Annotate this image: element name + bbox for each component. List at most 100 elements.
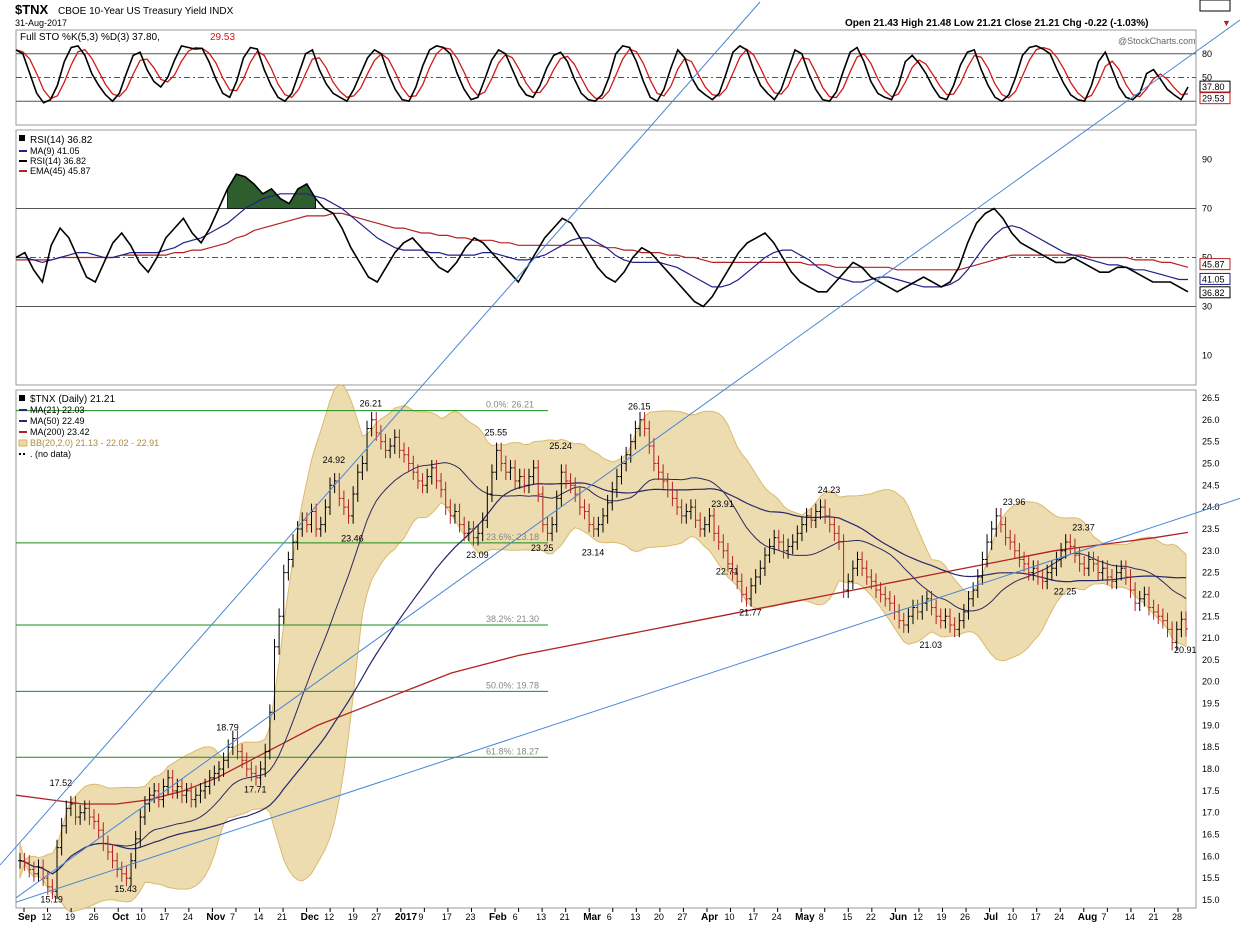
ma50-line [19, 482, 1186, 875]
x-tick-label: 7 [230, 912, 235, 922]
rsi-panel: 90 70 50 30 10 45.87 41.05 36.82 [15, 155, 1231, 361]
price-bar [355, 464, 360, 502]
x-tick-label: Jul [984, 912, 999, 923]
price-bar [216, 761, 221, 782]
price-bar [1063, 534, 1068, 559]
price-bar [985, 534, 990, 568]
x-tick-label: 19 [936, 912, 946, 922]
price-bar [27, 855, 32, 878]
price-bar [1179, 611, 1184, 638]
rsi-legend-rsi: RSI(14) 36.82 [30, 156, 86, 166]
price-bar [203, 778, 208, 799]
rsi-tick-label: 90 [1202, 155, 1212, 165]
price-annotation-label: 21.03 [920, 640, 943, 650]
stochastics-legend: Full STO %K(5,3) %D(3) 37.80, 29.53 [20, 32, 235, 43]
price-bar [735, 564, 740, 590]
price-bar [240, 743, 245, 769]
price-bar [1040, 569, 1045, 590]
price-annotation-label: 23.37 [1072, 523, 1095, 533]
price-bar [189, 783, 194, 808]
price-bar [934, 599, 939, 625]
price-bar [480, 512, 485, 542]
price-bar [212, 765, 217, 786]
price-legend-ma50: MA(50) 22.49 [30, 416, 85, 426]
price-bar [73, 796, 78, 825]
price-bar [184, 783, 189, 804]
price-bar [96, 813, 101, 839]
price-bar [855, 551, 860, 577]
price-bar [827, 508, 832, 533]
price-bar [1184, 611, 1188, 637]
price-tick-label: 19.5 [1202, 699, 1220, 709]
price-bar [55, 839, 60, 900]
price-bar [1049, 560, 1054, 581]
price-bar [943, 608, 948, 629]
price-bar [425, 468, 430, 494]
x-tick-label: 8 [819, 912, 824, 922]
x-tick-label: 13 [630, 912, 640, 922]
price-bar [429, 459, 434, 485]
price-bar [901, 612, 906, 633]
price-bar [605, 494, 610, 524]
price-bar [647, 420, 652, 454]
price-legend-ma21: MA(21) 22.03 [30, 405, 85, 415]
price-bar [314, 503, 319, 537]
x-tick-label: 12 [324, 912, 334, 922]
price-bar [610, 481, 615, 511]
price-bar [388, 438, 393, 459]
price-bar [244, 752, 249, 777]
price-bar [813, 503, 818, 529]
x-tick-label: 12 [42, 912, 52, 922]
price-bar [638, 411, 643, 437]
price-tick-label: 18.5 [1202, 742, 1220, 752]
price-bar [448, 499, 453, 524]
price-bar [1012, 534, 1017, 559]
x-tick-label: Oct [112, 912, 129, 923]
price-bar [152, 783, 157, 804]
price-bar [961, 604, 966, 629]
price-bar [823, 499, 828, 524]
price-legend: $TNX (Daily) 21.21 MA(21) 22.03 MA(50) 2… [18, 394, 159, 459]
price-annotation-label: 24.23 [818, 485, 841, 495]
rsi-value-tag-label: 41.05 [1202, 274, 1225, 284]
price-bar [799, 516, 804, 542]
price-bar [1022, 551, 1027, 572]
price-bar [841, 534, 846, 598]
price-bar [78, 804, 83, 825]
price-bar [1068, 534, 1073, 555]
price-bar [693, 499, 698, 529]
rsi-ema45-line [16, 212, 1189, 271]
price-bar [869, 569, 874, 590]
price-bar [101, 822, 106, 852]
x-tick-label: Aug [1078, 912, 1097, 923]
price-bar [531, 459, 536, 485]
price-bar [1054, 551, 1059, 577]
x-tick-label: 2017 [395, 912, 418, 923]
price-bar [124, 865, 129, 887]
price-bar [392, 429, 397, 454]
price-bar [739, 573, 744, 603]
price-bar [767, 538, 772, 564]
price-annotation-label: 15.19 [40, 895, 63, 905]
price-bar [119, 861, 124, 882]
price-bar [1008, 529, 1013, 550]
x-tick-label: 22 [866, 912, 876, 922]
price-bar [503, 455, 508, 481]
price-bar [193, 787, 198, 808]
price-bar [341, 490, 346, 515]
x-tick-label: Feb [489, 912, 507, 923]
price-tick-label: 26.0 [1202, 415, 1220, 425]
price-annotation-label: 23.91 [711, 499, 734, 509]
price-bar [402, 442, 407, 463]
price-bar [1045, 564, 1050, 590]
price-bar [684, 503, 689, 524]
x-tick-label: 17 [1031, 912, 1041, 922]
x-tick-label: May [795, 912, 815, 923]
price-bar [786, 538, 791, 559]
price-bar [286, 551, 291, 581]
price-bar [494, 442, 499, 481]
price-bar [554, 490, 559, 533]
rsi-swatch [19, 135, 25, 141]
brand-watermark: @StockCharts.com [1118, 36, 1196, 46]
price-bar [31, 861, 36, 882]
